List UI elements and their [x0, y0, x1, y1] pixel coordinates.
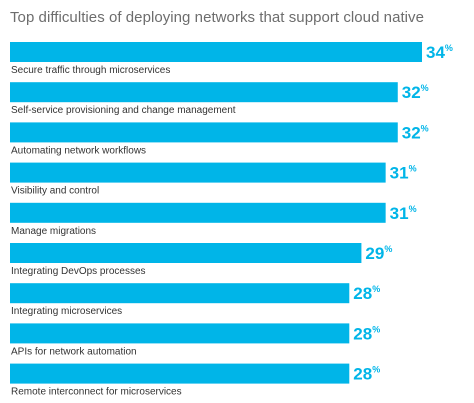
category-label-4: Visibility and control [11, 186, 99, 197]
bar-3 [10, 122, 398, 143]
bar-8 [10, 323, 350, 344]
value-label-9: 28% [353, 365, 380, 384]
category-label-6: Integrating DevOps processes [11, 266, 146, 277]
value-label-6: 29% [365, 244, 392, 263]
value-label-2: 32% [402, 83, 429, 102]
value-label-7: 28% [353, 284, 380, 303]
bar-4 [10, 162, 386, 183]
category-label-8: APIs for network automation [11, 346, 137, 357]
category-label-9: Remote interconnect for microservices [11, 387, 182, 398]
bar-5 [10, 202, 386, 223]
category-label-2: Self-service provisioning and change man… [11, 105, 236, 116]
chart-title: Top difficulties of deploying networks t… [10, 9, 424, 26]
value-label-8: 28% [353, 324, 380, 343]
bar-9 [10, 363, 350, 384]
category-label-7: Integrating microservices [11, 306, 122, 317]
value-label-1: 34% [426, 43, 453, 62]
value-label-4: 31% [390, 164, 417, 183]
category-label-5: Manage migrations [11, 226, 96, 237]
category-label-1: Secure traffic through microservices [11, 65, 170, 76]
bar-1 [10, 42, 422, 62]
value-label-3: 32% [402, 123, 429, 142]
category-label-3: Automating network workflows [11, 145, 146, 156]
bar-6 [10, 243, 362, 263]
value-label-5: 31% [390, 204, 417, 223]
bar-2 [10, 82, 398, 103]
bar-7 [10, 283, 350, 304]
